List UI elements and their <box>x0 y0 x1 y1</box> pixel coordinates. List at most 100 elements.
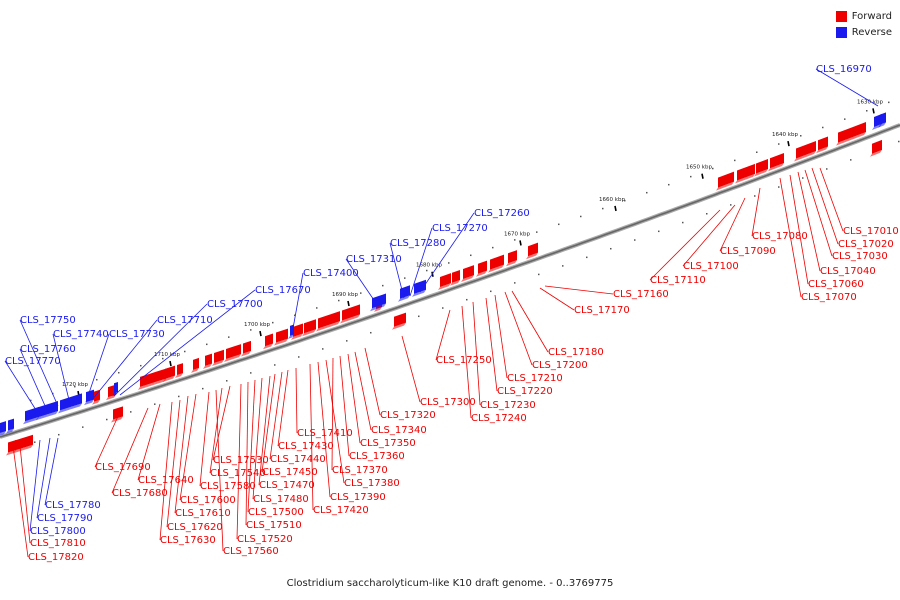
gene-label-cls-17560: CLS_17560 <box>215 389 279 557</box>
svg-text:CLS_17030: CLS_17030 <box>832 251 888 262</box>
tick-label: 1660 kbp <box>599 197 625 203</box>
track-dot <box>298 356 300 358</box>
gene-label-cls-17270: CLS_17270 <box>409 223 488 297</box>
gene-label-cls-17510: CLS_17510 <box>245 381 302 531</box>
svg-text:CLS_17250: CLS_17250 <box>436 355 492 366</box>
track-dot <box>690 175 692 178</box>
track-dot <box>822 126 824 129</box>
tick-mark <box>701 173 704 179</box>
gene-label-cls-17480: CLS_17480 <box>252 377 309 505</box>
track-dot <box>106 418 108 421</box>
gene-label-cls-17200: CLS_17200 <box>504 291 588 371</box>
gene-label-cls-17440: CLS_17440 <box>269 371 326 465</box>
svg-text:CLS_17410: CLS_17410 <box>297 428 353 439</box>
gene-label-cls-17400: CLS_17400 <box>291 268 359 335</box>
track-dot <box>360 292 362 294</box>
svg-text:CLS_16970: CLS_16970 <box>816 64 872 75</box>
tick-mark <box>519 240 522 246</box>
svg-text:CLS_17300: CLS_17300 <box>420 397 476 408</box>
svg-text:CLS_17210: CLS_17210 <box>507 373 563 384</box>
forward-gene-block <box>302 319 316 337</box>
gene-label-cls-17040: CLS_17040 <box>797 171 876 277</box>
svg-text:CLS_17170: CLS_17170 <box>574 305 630 316</box>
tick-label: 1690 kbp <box>332 292 358 298</box>
forward-gene-block <box>340 304 360 324</box>
svg-text:CLS_17470: CLS_17470 <box>259 480 315 491</box>
track-dot <box>734 159 736 162</box>
svg-text:CLS_17260: CLS_17260 <box>474 208 530 219</box>
gene-label-cls-17770: CLS_17770 <box>4 356 61 411</box>
track-dot <box>844 118 846 120</box>
tick-mark <box>259 330 262 337</box>
forward-gene-block <box>716 171 734 191</box>
tick-label: 1640 kbp <box>772 132 798 138</box>
track-dot <box>898 140 900 143</box>
gene-label-cls-17540: CLS_17540 <box>209 387 266 479</box>
svg-text:CLS_17810: CLS_17810 <box>30 538 86 549</box>
gene-label-cls-17310: CLS_17310 <box>345 254 402 307</box>
gene-label-cls-17430: CLS_17430 <box>277 369 334 452</box>
gene-label-cls-17250: CLS_17250 <box>435 309 492 366</box>
gene-label-cls-17710: CLS_17710 <box>91 315 213 401</box>
svg-text:CLS_17240: CLS_17240 <box>471 413 527 424</box>
tick-6: 1690 kbp <box>332 292 358 307</box>
track-dot <box>730 204 732 206</box>
gene-label-cls-17280: CLS_17280 <box>389 238 446 299</box>
gene-label-cls-17230: CLS_17230 <box>472 301 536 411</box>
gene-label-cls-17380: CLS_17380 <box>325 359 400 489</box>
forward-gene-block <box>175 363 183 379</box>
svg-text:CLS_17540: CLS_17540 <box>210 468 266 479</box>
track-dot <box>382 284 384 287</box>
tick-1: 1640 kbp <box>772 132 798 147</box>
forward-gene-block <box>794 141 816 162</box>
svg-text:CLS_17180: CLS_17180 <box>548 347 604 358</box>
track-dot <box>466 298 468 301</box>
track-dot <box>712 167 714 170</box>
gene-blocks <box>0 112 886 456</box>
track-dot <box>162 357 164 360</box>
svg-text:CLS_17160: CLS_17160 <box>613 289 669 300</box>
svg-text:CLS_17350: CLS_17350 <box>360 438 416 449</box>
svg-text:CLS_17640: CLS_17640 <box>138 475 194 486</box>
gene-label-cls-17090: CLS_17090 <box>719 197 776 257</box>
gene-label-cls-17180: CLS_17180 <box>511 290 604 358</box>
track-dot <box>226 380 228 382</box>
gene-label-cls-17630: CLS_17630 <box>159 401 216 546</box>
gene-label-cls-17780: CLS_17780 <box>44 437 101 511</box>
forward-gene-block <box>146 371 156 388</box>
tick-0: 1630 kbp <box>857 99 883 114</box>
forward-gene-block <box>816 136 828 154</box>
svg-text:CLS_17200: CLS_17200 <box>532 360 588 371</box>
track-dot <box>184 350 186 353</box>
track-dot <box>646 191 648 194</box>
reverse-gene-block <box>58 396 72 414</box>
track-dot <box>96 378 98 381</box>
track-dot <box>140 364 142 367</box>
track-dot <box>82 426 84 428</box>
track-dot <box>118 371 120 374</box>
reverse-gene-block <box>878 112 886 128</box>
gene-label-cls-17010: CLS_17010 <box>819 167 899 237</box>
track-dot <box>426 269 428 272</box>
tick-2: 1650 kbp <box>686 165 712 179</box>
svg-text:CLS_17790: CLS_17790 <box>37 513 93 524</box>
figure-caption: Clostridium saccharolyticum-like K10 dra… <box>286 578 614 589</box>
gene-label-cls-17060: CLS_17060 <box>789 174 864 290</box>
track-dot <box>442 307 444 309</box>
track-dot <box>682 221 684 224</box>
tick-label: 1680 kbp <box>416 263 442 269</box>
gene-label-cls-17020: CLS_17020 <box>811 167 894 250</box>
svg-text:CLS_17610: CLS_17610 <box>175 508 231 519</box>
track-dot <box>602 207 604 210</box>
svg-text:CLS_17230: CLS_17230 <box>480 400 536 411</box>
svg-text:CLS_17070: CLS_17070 <box>801 292 857 303</box>
forward-gene-block <box>212 349 224 366</box>
svg-text:CLS_17360: CLS_17360 <box>349 451 405 462</box>
gene-label-cls-17690: CLS_17690 <box>94 411 151 473</box>
track-dot <box>802 177 804 179</box>
tick-mark <box>614 205 617 212</box>
forward-gene-block <box>224 346 234 363</box>
tick-4: 1670 kbp <box>504 231 530 246</box>
forward-gene-block <box>6 440 16 456</box>
